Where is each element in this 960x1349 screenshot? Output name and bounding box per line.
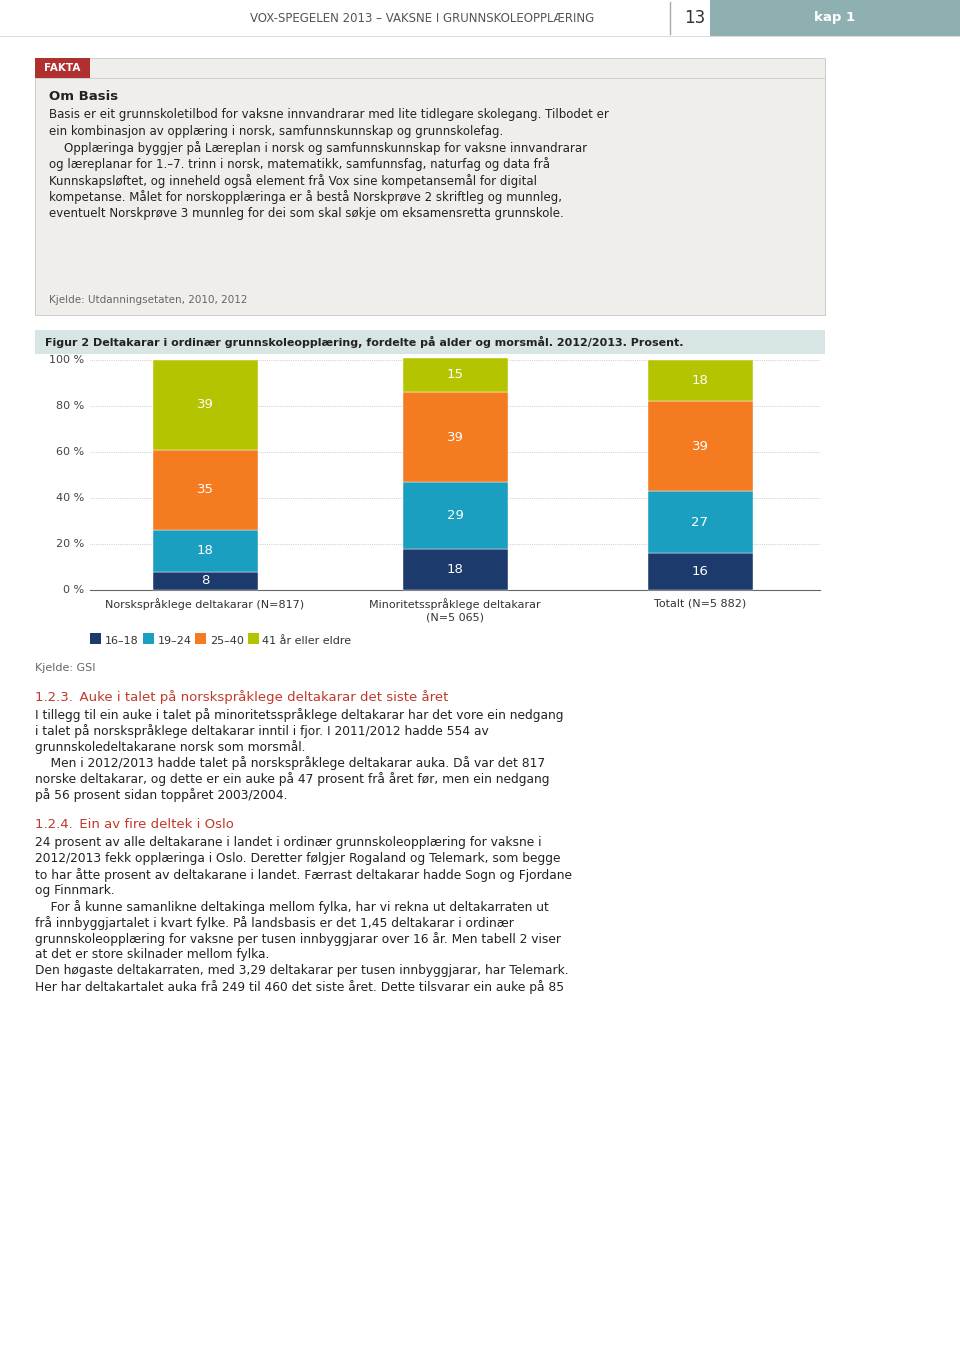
- Bar: [402, 357, 508, 393]
- Bar: [647, 402, 753, 491]
- Bar: [35, 58, 825, 316]
- Text: Her har deltakartalet auka frå 249 til 460 det siste året. Dette tilsvarar ein a: Her har deltakartalet auka frå 249 til 4…: [35, 979, 564, 994]
- Text: eventuelt Norskprøve 3 munnleg for dei som skal søkje om eksamensretta grunnskol: eventuelt Norskprøve 3 munnleg for dei s…: [49, 206, 564, 220]
- Bar: [402, 549, 508, 590]
- Text: VOX-SPEGELEN 2013 – VAKSNE I GRUNNSKOLEOPPLÆRING: VOX-SPEGELEN 2013 – VAKSNE I GRUNNSKOLEO…: [251, 12, 594, 24]
- Text: Kunnskapsløftet, og inneheld også element frå Vox sine kompetansemål for digital: Kunnskapsløftet, og inneheld også elemen…: [49, 174, 537, 188]
- Bar: [153, 530, 257, 572]
- Text: at det er store skilnader mellom fylka.: at det er store skilnader mellom fylka.: [35, 948, 270, 960]
- Bar: [35, 331, 825, 353]
- Text: Men i 2012/2013 hadde talet på norskspråklege deltakarar auka. Då var det 817: Men i 2012/2013 hadde talet på norsksprå…: [35, 755, 545, 770]
- Text: Den høgaste deltakarraten, med 3,29 deltakarar per tusen innbyggjarar, har Telem: Den høgaste deltakarraten, med 3,29 delt…: [35, 965, 568, 977]
- Text: Kjelde: GSI: Kjelde: GSI: [35, 662, 95, 673]
- Text: 40 %: 40 %: [56, 492, 84, 503]
- Bar: [153, 449, 257, 530]
- Text: norske deltakarar, og dette er ein auke på 47 prosent frå året før, men ein nedg: norske deltakarar, og dette er ein auke …: [35, 772, 549, 786]
- Bar: [153, 360, 257, 449]
- Text: Figur 2 Deltakarar i ordinær grunnskoleopplæring, fordelte på alder og morsmål. : Figur 2 Deltakarar i ordinær grunnskoleo…: [45, 336, 684, 348]
- Text: Basis er eit grunnskoletilbod for vaksne innvandrarar med lite tidlegare skolega: Basis er eit grunnskoletilbod for vaksne…: [49, 108, 609, 121]
- Text: kap 1: kap 1: [814, 12, 855, 24]
- Text: 2012/2013 fekk opplæringa i Oslo. Deretter følgjer Rogaland og Telemark, som beg: 2012/2013 fekk opplæringa i Oslo. Derett…: [35, 853, 561, 865]
- Text: grunnskoleopplæring for vaksne per tusen innbyggjarar over 16 år. Men tabell 2 v: grunnskoleopplæring for vaksne per tusen…: [35, 932, 561, 946]
- Text: 1.2.4. Ein av fire deltek i Oslo: 1.2.4. Ein av fire deltek i Oslo: [35, 817, 234, 831]
- Text: 60 %: 60 %: [56, 447, 84, 457]
- Text: (N=5 065): (N=5 065): [426, 612, 484, 622]
- Text: 80 %: 80 %: [56, 401, 84, 411]
- Text: Om Basis: Om Basis: [49, 90, 118, 103]
- Text: 19–24: 19–24: [157, 637, 191, 646]
- Bar: [710, 0, 960, 36]
- Text: Minoritetsspråklege deltakarar: Minoritetsspråklege deltakarar: [370, 598, 540, 610]
- Bar: [248, 633, 258, 643]
- Bar: [402, 393, 508, 482]
- Text: 18: 18: [691, 374, 708, 387]
- Text: 16–18: 16–18: [105, 637, 139, 646]
- Bar: [195, 633, 206, 643]
- Text: på 56 prosent sidan toppåret 2003/2004.: på 56 prosent sidan toppåret 2003/2004.: [35, 788, 287, 801]
- Text: Totalt (N=5 882): Totalt (N=5 882): [654, 598, 746, 608]
- Text: 39: 39: [446, 430, 464, 444]
- Text: 25–40: 25–40: [210, 637, 244, 646]
- Text: 0 %: 0 %: [62, 585, 84, 595]
- Text: 39: 39: [197, 398, 213, 411]
- Text: og Finnmark.: og Finnmark.: [35, 884, 115, 897]
- Text: frå innbyggjartalet i kvart fylke. På landsbasis er det 1,45 deltakarar i ordinæ: frå innbyggjartalet i kvart fylke. På la…: [35, 916, 514, 929]
- Text: grunnskoledeltakarane norsk som morsmål.: grunnskoledeltakarane norsk som morsmål.: [35, 741, 305, 754]
- Text: 35: 35: [197, 483, 213, 496]
- Text: ein kombinasjon av opplæring i norsk, samfunnskunnskap og grunnskolefag.: ein kombinasjon av opplæring i norsk, sa…: [49, 124, 503, 138]
- Text: kompetanse. Målet for norskopplæringa er å bestå Norskprøve 2 skriftleg og munnl: kompetanse. Målet for norskopplæringa er…: [49, 190, 562, 205]
- Text: og læreplanar for 1.–7. trinn i norsk, matematikk, samfunnsfag, naturfag og data: og læreplanar for 1.–7. trinn i norsk, m…: [49, 158, 550, 171]
- Text: 39: 39: [691, 440, 708, 453]
- Bar: [647, 491, 753, 553]
- Text: FAKTA: FAKTA: [44, 63, 81, 73]
- Text: 8: 8: [201, 575, 209, 587]
- Bar: [90, 633, 101, 643]
- Text: 13: 13: [684, 9, 706, 27]
- Bar: [142, 633, 154, 643]
- Text: 16: 16: [691, 565, 708, 579]
- Text: 27: 27: [691, 515, 708, 529]
- Text: 41 år eller eldre: 41 år eller eldre: [262, 637, 351, 646]
- Text: Kjelde: Utdanningsetaten, 2010, 2012: Kjelde: Utdanningsetaten, 2010, 2012: [49, 295, 248, 305]
- Text: For å kunne samanlikne deltakinga mellom fylka, har vi rekna ut deltakarraten ut: For å kunne samanlikne deltakinga mellom…: [35, 900, 549, 915]
- Text: 18: 18: [197, 545, 213, 557]
- Bar: [153, 572, 257, 590]
- Bar: [647, 360, 753, 402]
- Text: Norskspråklege deltakarar (N=817): Norskspråklege deltakarar (N=817): [106, 598, 304, 610]
- Bar: [402, 482, 508, 549]
- Text: 18: 18: [446, 563, 464, 576]
- Text: 15: 15: [446, 368, 464, 382]
- Bar: [35, 58, 90, 78]
- Text: Opplæringa byggjer på Læreplan i norsk og samfunnskunnskap for vaksne innvandrar: Opplæringa byggjer på Læreplan i norsk o…: [49, 142, 588, 155]
- Text: 100 %: 100 %: [49, 355, 84, 366]
- Text: I tillegg til ein auke i talet på minoritetsspråklege deltakarar har det vore ei: I tillegg til ein auke i talet på minori…: [35, 708, 564, 722]
- Text: i talet på norskspråklege deltakarar inntil i fjor. I 2011/2012 hadde 554 av: i talet på norskspråklege deltakarar inn…: [35, 724, 489, 738]
- Text: 20 %: 20 %: [56, 540, 84, 549]
- Text: 1.2.3. Auke i talet på norskspråklege deltakarar det siste året: 1.2.3. Auke i talet på norskspråklege de…: [35, 689, 448, 704]
- Text: to har åtte prosent av deltakarane i landet. Færrast deltakarar hadde Sogn og Fj: to har åtte prosent av deltakarane i lan…: [35, 867, 572, 882]
- Text: 29: 29: [446, 509, 464, 522]
- Bar: [647, 553, 753, 590]
- Text: 24 prosent av alle deltakarane i landet i ordinær grunnskoleopplæring for vaksne: 24 prosent av alle deltakarane i landet …: [35, 836, 541, 849]
